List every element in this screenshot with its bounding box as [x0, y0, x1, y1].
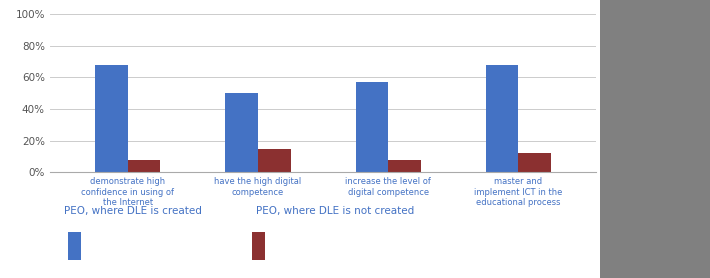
- Bar: [486, 64, 518, 172]
- Bar: [226, 93, 258, 172]
- Text: PEO, where DLE is created: PEO, where DLE is created: [64, 206, 202, 216]
- Bar: [128, 160, 160, 172]
- Bar: [518, 153, 551, 172]
- Bar: [388, 160, 420, 172]
- Bar: [356, 82, 388, 172]
- Bar: [258, 148, 290, 172]
- Text: PEO, where DLE is not created: PEO, where DLE is not created: [256, 206, 414, 216]
- Bar: [95, 64, 128, 172]
